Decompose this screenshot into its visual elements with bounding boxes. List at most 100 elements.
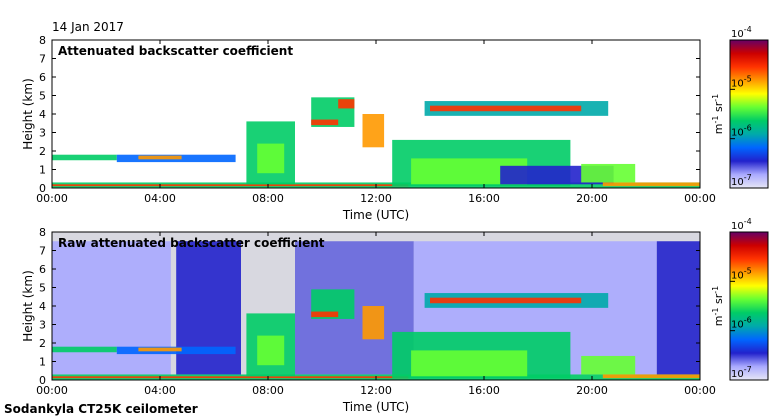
colorbar-tick-base: 10 <box>731 29 744 40</box>
colorbar-tick-base: 10 <box>731 128 744 139</box>
feature-late-cloud-2000 <box>581 355 636 375</box>
ytick-label: 8 <box>39 226 46 239</box>
colorbar-tick-label: 10-5 <box>731 74 752 89</box>
ytick-label: 3 <box>39 127 46 140</box>
colorbar-unit-part: -1 <box>711 94 720 102</box>
colorbar-tick-label: 10-4 <box>731 217 752 232</box>
colorbar-unit-part: sr <box>712 101 725 115</box>
xtick-label: 00:00 <box>684 192 716 205</box>
ytick-label: 4 <box>39 108 46 121</box>
ytick-label: 0 <box>39 182 46 195</box>
x-axis-label: Time (UTC) <box>342 400 409 414</box>
colorbar-tick-exp: -4 <box>744 25 752 34</box>
colorbar-tick-exp: -5 <box>744 266 752 275</box>
ytick-label: 6 <box>39 71 46 84</box>
colorbar-tick-label: 10-6 <box>731 124 752 139</box>
panel-title: Attenuated backscatter coefficient <box>58 44 293 58</box>
panel-1 <box>51 39 701 189</box>
ytick-label: 1 <box>39 164 46 177</box>
colorbar-tick-base: 10 <box>731 78 744 89</box>
xtick-label: 08:00 <box>252 384 284 397</box>
instrument-caption: Sodankyla CT25K ceilometer <box>4 402 198 416</box>
colorbar-tick-base: 10 <box>731 221 744 232</box>
ytick-label: 2 <box>39 337 46 350</box>
feature-late-cloud-2000 <box>581 163 636 183</box>
feature-cloud-0730-core <box>257 143 285 174</box>
ytick-label: 7 <box>39 53 46 66</box>
feature-cloud-0730-core <box>257 335 285 366</box>
xtick-label: 00:00 <box>36 192 68 205</box>
ytick-label: 2 <box>39 145 46 158</box>
colorbar-tick-exp: -6 <box>744 124 752 133</box>
colorbar-unit-part: -1 <box>711 286 720 294</box>
ytick-label: 3 <box>39 319 46 332</box>
colorbar-tick-label: 10-4 <box>731 25 752 40</box>
colorbar-tick-label: 10-7 <box>731 173 752 188</box>
xtick-label: 04:00 <box>144 384 176 397</box>
colorbar-unit-part: -1 <box>711 116 720 124</box>
feature-low-cloud-core <box>138 155 182 160</box>
xtick-label: 20:00 <box>576 192 608 205</box>
feature-upper-layer-core <box>430 105 582 112</box>
feature-surface-strong <box>52 184 409 187</box>
xtick-label: 16:00 <box>468 384 500 397</box>
xtick-label: 12:00 <box>360 192 392 205</box>
xtick-label: 00:00 <box>36 384 68 397</box>
feature-noise-dense-0430 <box>176 241 241 375</box>
feature-tilted-cloud-1130 <box>362 306 385 340</box>
colorbar-unit-part: -1 <box>711 308 720 316</box>
xtick-label: 08:00 <box>252 192 284 205</box>
colorbar-tick-label: 10-6 <box>731 316 752 331</box>
ytick-label: 0 <box>39 374 46 387</box>
feature-low-cloud-a <box>52 154 117 161</box>
y-axis-label: Height (km) <box>21 270 35 341</box>
xtick-label: 20:00 <box>576 384 608 397</box>
colorbar-tick-label: 10-7 <box>731 365 752 380</box>
colorbar-tick-exp: -7 <box>744 365 752 374</box>
feature-noise-dense-2230 <box>656 241 700 375</box>
colorbar-unit-part: m <box>712 124 725 135</box>
colorbar-unit-part: sr <box>712 293 725 307</box>
feature-upper-layer-core <box>430 297 582 304</box>
feature-low-cloud-core <box>138 347 182 352</box>
feature-surface-strong <box>52 376 409 379</box>
colorbar-unit-label: m-1 sr-1 <box>711 94 725 134</box>
xtick-label: 16:00 <box>468 192 500 205</box>
feature-mid-cloud-1000-base <box>311 119 339 126</box>
feature-late-surface-2100 <box>602 374 700 379</box>
ytick-label: 8 <box>39 34 46 47</box>
xtick-label: 12:00 <box>360 384 392 397</box>
colorbar-tick-label: 10-5 <box>731 266 752 281</box>
feature-noise-0000-0400 <box>52 241 171 375</box>
colorbar-tick-base: 10 <box>731 177 744 188</box>
colorbar-tick-base: 10 <box>731 320 744 331</box>
colorbar-tick-exp: -7 <box>744 173 752 182</box>
date-label: 14 Jan 2017 <box>52 20 124 34</box>
colorbar-unit-label: m-1 sr-1 <box>711 286 725 326</box>
x-axis-label: Time (UTC) <box>342 208 409 222</box>
ytick-label: 4 <box>39 300 46 313</box>
feature-low-cloud-a <box>52 346 117 353</box>
panel-title: Raw attenuated backscatter coefficient <box>58 236 325 250</box>
colorbar-tick-base: 10 <box>731 369 744 380</box>
colorbar-tick-base: 10 <box>731 270 744 281</box>
feature-late-surface-2100 <box>602 182 700 187</box>
ytick-label: 7 <box>39 245 46 258</box>
y-axis-label: Height (km) <box>21 78 35 149</box>
colorbar-tick-exp: -5 <box>744 74 752 83</box>
ytick-label: 5 <box>39 282 46 295</box>
xtick-label: 04:00 <box>144 192 176 205</box>
feature-tilted-cloud-1130 <box>362 114 385 148</box>
colorbar-tick-exp: -6 <box>744 316 752 325</box>
colorbar-tick-exp: -4 <box>744 217 752 226</box>
ytick-label: 1 <box>39 356 46 369</box>
feature-mid-cloud-1000-base <box>311 311 339 318</box>
feature-precip-core <box>411 350 528 377</box>
panel-2 <box>51 231 701 381</box>
ytick-label: 5 <box>39 90 46 103</box>
xtick-label: 00:00 <box>684 384 716 397</box>
ytick-label: 6 <box>39 263 46 276</box>
colorbar-1 <box>729 39 769 189</box>
feature-mid-cloud-1100-core <box>338 99 355 109</box>
